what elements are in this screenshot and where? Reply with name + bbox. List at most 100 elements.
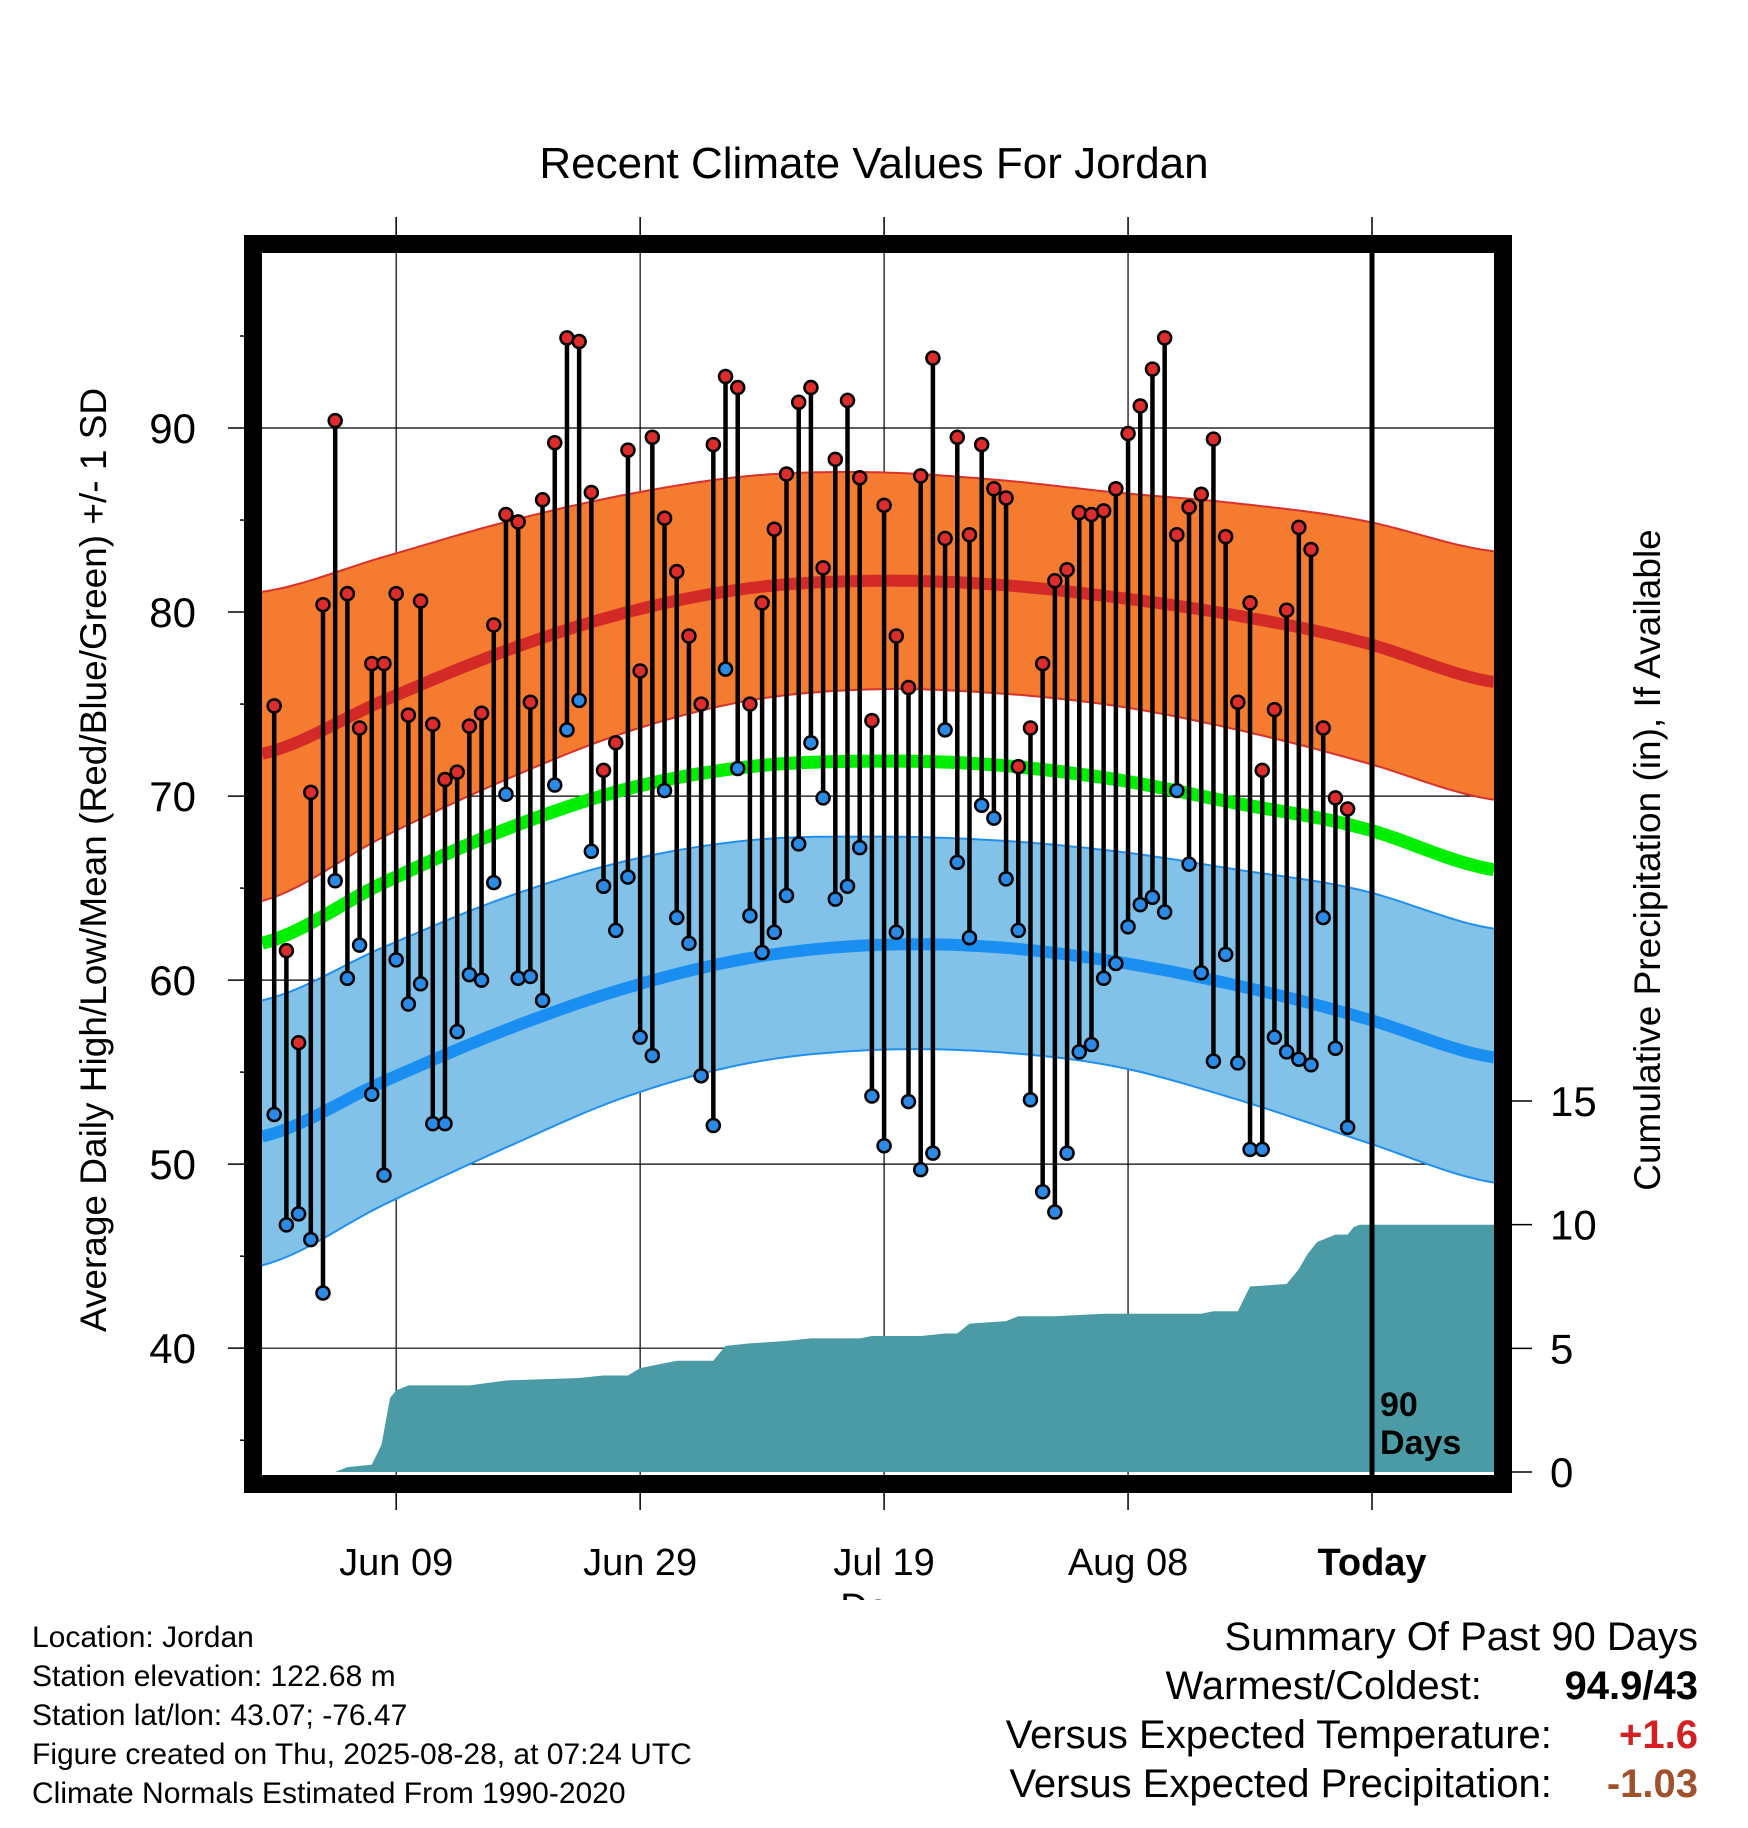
daily-low-point bbox=[1291, 1051, 1307, 1068]
daily-low-point bbox=[937, 722, 953, 738]
daily-high-point bbox=[949, 429, 966, 445]
y-tick-label: 60 bbox=[149, 957, 196, 1004]
daily-low-point bbox=[1169, 782, 1185, 799]
chart-title: Recent Climate Values For Jordan bbox=[539, 139, 1208, 188]
y-axis-left-label: Average Daily High/Low/Mean (Red/Blue/Gr… bbox=[73, 388, 114, 1332]
y-right-tick-label: 15 bbox=[1550, 1078, 1597, 1125]
daily-high-point bbox=[668, 563, 685, 580]
y-tick-label: 50 bbox=[149, 1141, 196, 1188]
daily-low-point bbox=[364, 1086, 380, 1102]
daily-high-point bbox=[839, 392, 856, 409]
daily-high-point bbox=[986, 481, 1002, 497]
daily-low-point bbox=[693, 1068, 709, 1084]
daily-high-point bbox=[729, 379, 746, 396]
warmest-coldest-value: 94.9/43 bbox=[1564, 1664, 1698, 1708]
daily-low-point bbox=[303, 1231, 319, 1248]
daily-low-point bbox=[961, 930, 978, 946]
daily-high-point bbox=[1266, 701, 1283, 718]
daily-low-point bbox=[412, 976, 429, 992]
daily-high-point bbox=[900, 679, 917, 696]
daily-low-point bbox=[681, 935, 697, 952]
daily-low-point bbox=[1022, 1091, 1039, 1108]
daily-low-point bbox=[656, 782, 673, 799]
today-days-label-number: 90 bbox=[1380, 1386, 1418, 1424]
daily-low-point bbox=[1181, 856, 1197, 872]
daily-high-point bbox=[583, 484, 600, 501]
daily-low-point bbox=[925, 1145, 941, 1161]
daily-low-point bbox=[803, 734, 819, 751]
summary-panel: Summary Of Past 90 Days Warmest/Coldest:… bbox=[1006, 1613, 1698, 1809]
daily-high-point bbox=[315, 596, 331, 613]
latlon-text: Station lat/lon: 43.07; -76.47 bbox=[32, 1699, 408, 1732]
daily-high-point bbox=[425, 716, 441, 733]
daily-high-point bbox=[278, 942, 295, 959]
daily-low-point bbox=[376, 1167, 392, 1183]
daily-low-point bbox=[607, 922, 624, 939]
daily-high-point bbox=[1022, 720, 1039, 736]
daily-low-point bbox=[717, 661, 734, 677]
y-right-tick-label: 10 bbox=[1550, 1202, 1597, 1249]
daily-low-point bbox=[729, 760, 746, 777]
daily-high-point bbox=[925, 350, 941, 366]
y-right-tick-label: 5 bbox=[1550, 1325, 1573, 1372]
daily-high-point bbox=[1230, 694, 1246, 710]
daily-high-point bbox=[1315, 720, 1331, 736]
daily-high-point bbox=[1144, 361, 1161, 377]
x-tick-label: Jul 19 bbox=[833, 1542, 934, 1584]
daily-high-point bbox=[522, 694, 539, 710]
daily-high-point bbox=[1108, 481, 1124, 497]
daily-high-point bbox=[717, 368, 734, 385]
low-lower-edge bbox=[262, 1048, 1494, 1267]
daily-low-point bbox=[644, 1047, 661, 1064]
summary-title: Summary Of Past 90 Days bbox=[1224, 1615, 1698, 1659]
x-tick-label: Jun 29 bbox=[583, 1542, 697, 1584]
daily-high-point bbox=[449, 764, 465, 780]
daily-high-point bbox=[632, 663, 648, 679]
daily-low-point bbox=[534, 992, 551, 1009]
daily-low-point bbox=[1034, 1184, 1051, 1200]
daily-high-point bbox=[473, 705, 490, 722]
daily-high-point bbox=[351, 720, 368, 736]
daily-high-point bbox=[888, 628, 905, 644]
daily-high-point bbox=[1193, 486, 1209, 503]
y-tick-label: 40 bbox=[149, 1325, 196, 1372]
daily-high-point bbox=[827, 451, 844, 468]
daily-high-point bbox=[864, 712, 880, 729]
warmest-coldest-label: Warmest/Coldest: bbox=[1165, 1664, 1482, 1708]
daily-low-point bbox=[339, 970, 356, 987]
daily-low-point bbox=[705, 1117, 722, 1134]
created-text: Figure created on Thu, 2025-08-28, at 07… bbox=[32, 1738, 692, 1771]
daily-high-point bbox=[912, 468, 929, 484]
daily-low-point bbox=[278, 1217, 295, 1233]
daily-low-point bbox=[1120, 919, 1136, 935]
warmest-coldest-row: Warmest/Coldest: 94.9/43 bbox=[1006, 1662, 1699, 1711]
daily-low-point bbox=[327, 872, 343, 889]
daily-low-point bbox=[778, 887, 795, 904]
low-sd-band bbox=[262, 836, 1494, 1266]
daily-high-point bbox=[486, 617, 502, 633]
daily-low-point bbox=[1144, 889, 1161, 906]
daily-high-point bbox=[290, 1034, 307, 1051]
daily-low-point bbox=[388, 952, 404, 968]
daily-high-point bbox=[1132, 398, 1149, 414]
precip-anomaly-label: Versus Expected Precipitation: bbox=[1009, 1762, 1552, 1806]
daily-low-point bbox=[547, 777, 563, 793]
daily-high-point bbox=[1120, 425, 1136, 442]
daily-low-point bbox=[1095, 970, 1112, 987]
daily-low-point bbox=[815, 790, 831, 806]
x-tick-label: Jun 09 bbox=[339, 1542, 453, 1584]
daily-high-point bbox=[1181, 499, 1197, 515]
daily-high-point bbox=[851, 469, 868, 486]
daily-low-point bbox=[1254, 1141, 1270, 1158]
daily-high-point bbox=[339, 585, 356, 602]
cumulative-precip-area bbox=[262, 1224, 1494, 1472]
y-tick-label: 70 bbox=[149, 773, 196, 820]
daily-low-point bbox=[583, 843, 600, 860]
daily-low-point bbox=[790, 836, 807, 852]
temp-anomaly-value: +1.6 bbox=[1619, 1713, 1698, 1757]
daily-high-point bbox=[412, 593, 429, 609]
daily-high-point bbox=[656, 510, 673, 526]
daily-low-point bbox=[1083, 1036, 1100, 1053]
daily-low-point bbox=[1193, 965, 1209, 981]
daily-high-point bbox=[400, 707, 417, 723]
